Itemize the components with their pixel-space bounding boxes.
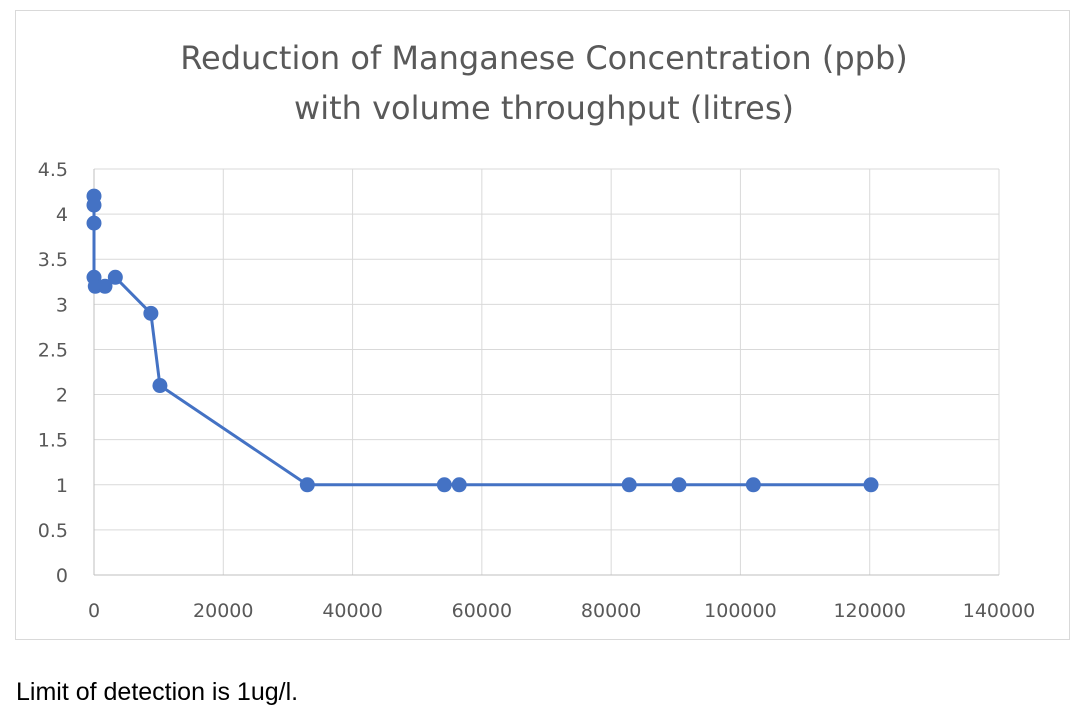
y-tick-label: 0.5 bbox=[38, 520, 68, 542]
y-tick-label: 4 bbox=[56, 204, 68, 226]
data-point bbox=[745, 477, 761, 493]
x-tick-label: 80000 bbox=[581, 600, 641, 622]
gridlines bbox=[94, 168, 1000, 575]
footnote: Limit of detection is 1ug/l. bbox=[16, 678, 299, 706]
x-tick-label: 0 bbox=[88, 600, 100, 622]
data-point bbox=[621, 477, 637, 493]
y-tick-label: 1 bbox=[56, 475, 68, 497]
data-point bbox=[863, 477, 879, 493]
chart-svg: Reduction of Manganese Concentration (pp… bbox=[38, 39, 1035, 622]
x-tick-label: 40000 bbox=[322, 600, 382, 622]
chart-title-line-1: Reduction of Manganese Concentration (pp… bbox=[180, 39, 908, 77]
x-tick-label: 20000 bbox=[193, 600, 253, 622]
series bbox=[86, 188, 879, 493]
tick-labels: 0 0.5 1 1.5 2 2.5 3 3.5 4 4.5 0 20000 40000 60000 8000… bbox=[38, 159, 1035, 622]
x-tick-label: 100000 bbox=[704, 600, 777, 622]
data-point bbox=[152, 378, 168, 394]
x-tick-label: 140000 bbox=[963, 600, 1036, 622]
axes bbox=[93, 169, 999, 576]
y-tick-label: 0 bbox=[56, 565, 68, 587]
y-tick-label: 2.5 bbox=[38, 339, 68, 361]
y-tick-label: 3.5 bbox=[38, 249, 68, 271]
data-point bbox=[86, 215, 102, 231]
y-tick-label: 4.5 bbox=[38, 159, 68, 181]
data-point bbox=[97, 278, 113, 294]
chart-title-line-2: with volume throughput (litres) bbox=[294, 89, 794, 127]
data-point bbox=[671, 477, 687, 493]
x-tick-label: 120000 bbox=[833, 600, 906, 622]
y-tick-label: 1.5 bbox=[38, 430, 68, 452]
data-point bbox=[107, 269, 123, 285]
data-point bbox=[451, 477, 467, 493]
chart-area: Reduction of Manganese Concentration (pp… bbox=[15, 10, 1070, 640]
x-tick-label: 60000 bbox=[452, 600, 512, 622]
data-point bbox=[86, 197, 102, 213]
series-line bbox=[92, 196, 872, 487]
y-tick-label: 2 bbox=[56, 385, 68, 407]
data-point bbox=[143, 305, 159, 321]
data-point bbox=[299, 477, 315, 493]
data-point bbox=[436, 477, 452, 493]
y-tick-label: 3 bbox=[56, 294, 68, 316]
